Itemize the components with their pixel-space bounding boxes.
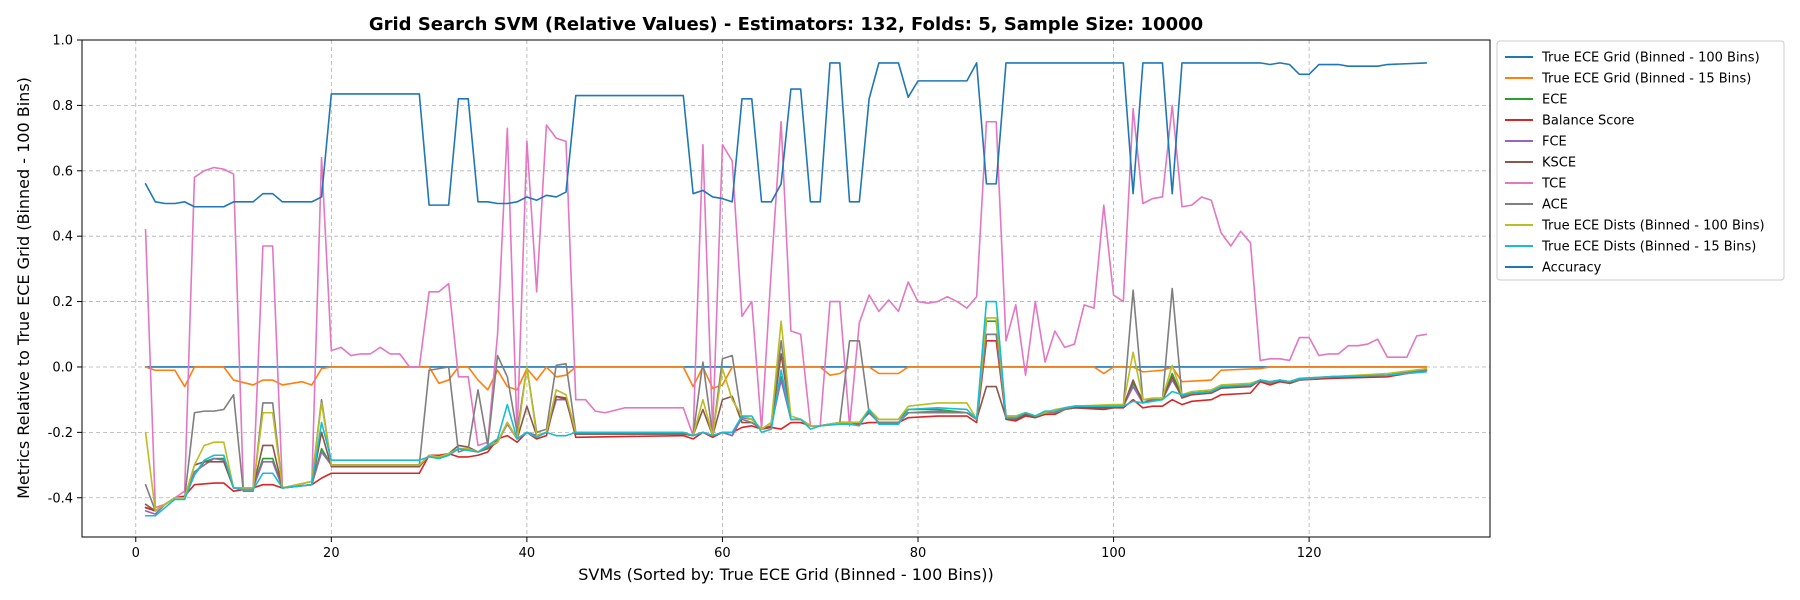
grid-lines: [82, 39, 1490, 537]
y-tick-label: -0.2: [48, 426, 73, 441]
legend: True ECE Grid (Binned - 100 Bins) True EC…: [1496, 40, 1785, 281]
legend-label: True ECE Grid (Binned - 15 Bins): [1541, 72, 1751, 87]
legend-label: True ECE Dists (Binned - 100 Bins): [1541, 219, 1765, 234]
legend-box: [1496, 40, 1785, 281]
y-tick-label: 0.8: [52, 99, 73, 114]
x-tick-label: 80: [910, 546, 927, 561]
x-tick-label: 120: [1297, 546, 1322, 561]
y-tick-label: 0.4: [52, 230, 73, 245]
chart-title: Grid Search SVM (Relative Values) - Esti…: [369, 14, 1203, 35]
series-line-9: [144, 317, 1428, 512]
y-tick-label: -0.4: [48, 491, 73, 506]
y-tick-label: 0.2: [52, 295, 73, 310]
legend-label: Accuracy: [1542, 261, 1602, 276]
y-tick-label: 0.0: [52, 360, 73, 375]
x-tick-label: 100: [1101, 546, 1126, 561]
plot-area-frame: [81, 39, 1491, 538]
x-tick-label: 60: [714, 546, 731, 561]
legend-label: ACE: [1542, 198, 1568, 213]
x-tick-label: 40: [519, 546, 536, 561]
y-axis-title: Metrics Relative to True ECE Grid (Binne…: [14, 77, 33, 499]
legend-label: ECE: [1542, 93, 1568, 108]
legend-label: True ECE Grid (Binned - 100 Bins): [1541, 51, 1760, 66]
legend-label: Balance Score: [1542, 114, 1634, 129]
legend-label: TCE: [1541, 177, 1566, 192]
legend-items: True ECE Grid (Binned - 100 Bins) True EC…: [1505, 51, 1765, 276]
x-axis-ticks: 0 20 40 60 80 100 120: [132, 537, 1322, 561]
legend-label: FCE: [1542, 135, 1567, 150]
series-line-10: [144, 300, 1428, 517]
y-tick-label: 0.6: [52, 164, 73, 179]
legend-label: KSCE: [1542, 156, 1576, 171]
x-tick-label: 20: [323, 546, 340, 561]
y-axis-ticks: -0.4 -0.2 0.0 0.2 0.4 0.6 0.8 1.0: [48, 34, 82, 506]
x-axis-title: SVMs (Sorted by: True ECE Grid (Binned -…: [578, 565, 994, 584]
x-tick-label: 0: [132, 546, 140, 561]
series-lines: [144, 62, 1428, 517]
series-line-7: [144, 104, 1428, 509]
series-line-3: [144, 320, 1428, 512]
legend-label: True ECE Dists (Binned - 15 Bins): [1541, 240, 1756, 255]
y-tick-label: 1.0: [52, 34, 73, 49]
series-line-11: [144, 62, 1428, 208]
